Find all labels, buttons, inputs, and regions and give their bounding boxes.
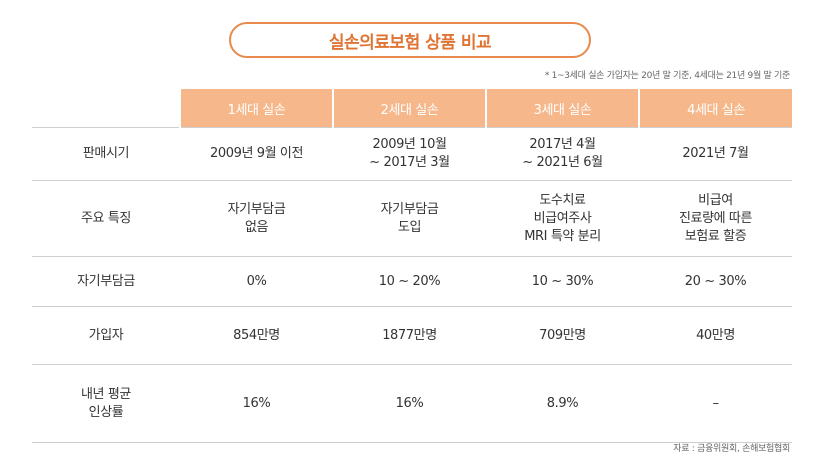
cell-line: 10 ~ 30% [531,273,594,289]
cell-line: 자기부담금 [380,201,439,217]
table-row: 자기부담금 0% 10 ~ 20% 10 ~ 30% 20 ~ 30% [32,256,792,307]
table-cell: – [639,364,792,443]
cell-line: 보험료 할증 [684,228,747,244]
cell-line: 비급여주사 [533,210,592,226]
cell-line: 709만명 [539,327,586,343]
cell-line: 2009년 10월 [372,137,447,152]
cell-line: 1877만명 [382,327,437,343]
table-cell: 709만명 [486,306,639,365]
cell-line: 0% [246,273,267,289]
cell-line: 40만명 [696,327,735,343]
header-row: 1세대 실손 2세대 실손 3세대 실손 4세대 실손 [32,89,792,128]
header-gen2: 2세대 실손 [332,89,486,128]
cell-line: 10 ~ 20% [378,273,441,289]
cell-line: 8.9% [546,395,579,411]
cell-line: ~ 2017년 3월 [369,155,450,170]
table-cell: 16% [180,364,333,443]
row-label: 자기부담금 [32,256,180,307]
row-label-line: 내년 평균 [81,386,131,402]
row-label-line: 자기부담금 [77,273,135,289]
cell-line: 2009년 9월 이전 [209,146,304,161]
table-cell: 0% [180,256,333,307]
cell-line: 비급여 [698,192,733,208]
page-title: 실손의료보험 상품 비교 [229,22,591,58]
header-gen4: 4세대 실손 [638,89,792,128]
table-cell: 16% [333,364,486,443]
table-cell: 2021년 7월 [639,127,792,181]
table-cell: 10 ~ 20% [333,256,486,307]
cell-line: 2021년 7월 [682,146,749,161]
comparison-table: 1세대 실손 2세대 실손 3세대 실손 4세대 실손 판매시기 2009년 9월… [32,89,792,443]
table-cell: 854만명 [180,306,333,365]
table-cell: 2009년 10월 ~ 2017년 3월 [333,127,486,181]
table-cell: 20 ~ 30% [639,256,792,307]
footnote: * 1~3세대 실손 가입자는 20년 말 기준, 4세대는 21년 9월 말 … [544,71,790,81]
cell-line: 2017년 4월 [529,137,596,152]
row-label-line: 인상률 [88,404,124,420]
cell-line: MRI 특약 분리 [524,228,601,244]
table-cell: 1877만명 [333,306,486,365]
row-label-line: 주요 특징 [81,210,131,226]
table-row: 가입자 854만명 1877만명 709만명 40만명 [32,306,792,365]
cell-line: 854만명 [233,327,280,343]
cell-line: 20 ~ 30% [684,273,747,289]
table-cell: 2009년 9월 이전 [180,127,333,181]
row-label: 주요 특징 [32,180,180,257]
header-gen3: 3세대 실손 [485,89,639,128]
table-cell: 8.9% [486,364,639,443]
cell-line: 16% [395,395,424,411]
cell-line: 도입 [397,219,422,235]
row-label-line: 판매시기 [82,146,130,161]
cell-line: ~ 2021년 6월 [522,155,603,170]
cell-line: 진료량에 따른 [678,210,753,226]
cell-line: 자기부담금 [227,201,286,217]
cell-line: 도수치료 [539,192,586,208]
source-credit: 자료 : 금융위원회, 손해보험협회 [673,444,790,454]
cell-line: 없음 [244,219,269,235]
table-cell: 40만명 [639,306,792,365]
cell-line: 16% [242,395,271,411]
row-label-line: 가입자 [88,327,124,343]
cell-line: – [712,395,719,411]
table-cell: 10 ~ 30% [486,256,639,307]
table-row: 판매시기 2009년 9월 이전 2009년 10월 ~ 2017년 3월 2017년 … [32,127,792,181]
header-gen1: 1세대 실손 [179,89,333,128]
table-row: 주요 특징 자기부담금 없음 자기부담금 도입 도수치료 비급여주사 MRI 특약 분리 비급여… [32,180,792,257]
header-corner [32,89,180,128]
row-label: 가입자 [32,306,180,365]
table-cell: 2017년 4월 ~ 2021년 6월 [486,127,639,181]
row-label: 판매시기 [32,127,180,181]
